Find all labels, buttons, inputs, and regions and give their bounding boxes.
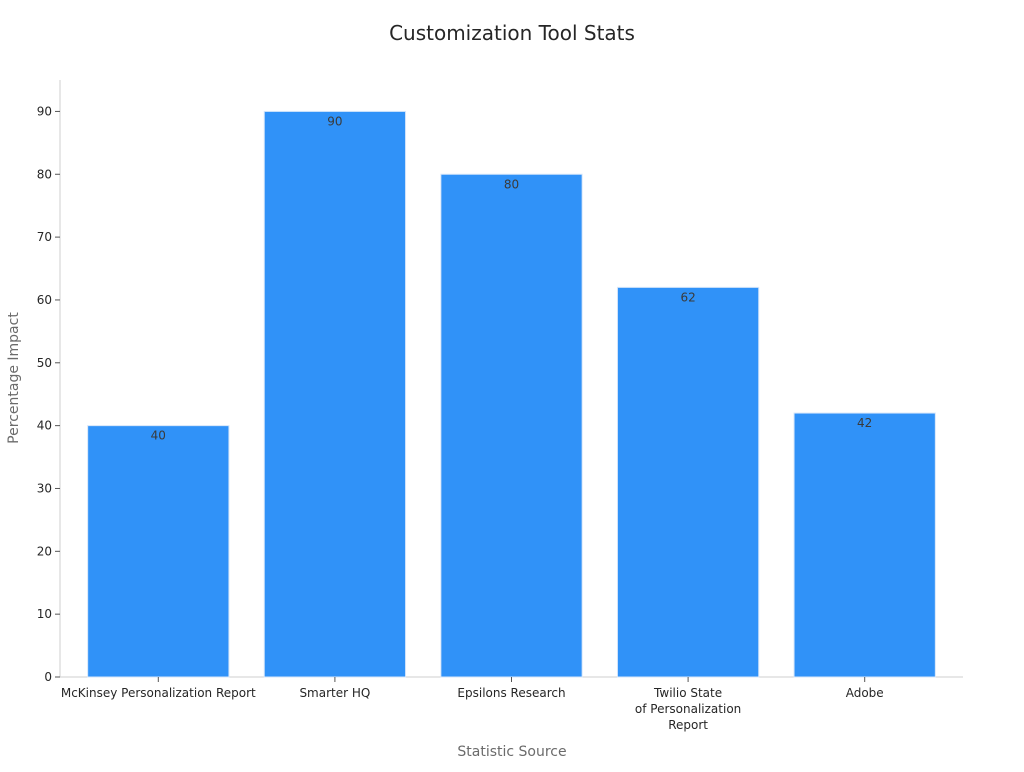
- x-axis-title: Statistic Source: [457, 744, 566, 760]
- data-label: 62: [680, 290, 695, 304]
- data-label: 40: [151, 429, 166, 443]
- y-tick-label: 70: [37, 230, 52, 244]
- y-tick-label: 90: [37, 104, 52, 118]
- x-tick-label: Epsilons Research: [457, 686, 565, 700]
- y-tick-label: 60: [37, 293, 52, 307]
- bar: [616, 286, 760, 678]
- bar: [263, 110, 407, 678]
- x-tick-label: Twilio State of Personalization Report: [635, 686, 741, 732]
- y-axis-title: Percentage Impact: [6, 312, 22, 444]
- y-tick-label: 0: [44, 670, 52, 684]
- y-tick-label: 40: [37, 419, 52, 433]
- bar: [87, 425, 230, 678]
- plot-area: 0 10 20 30 40 50 60 70 80 90 40 McKinsey Personaliz…: [37, 80, 963, 732]
- data-label: 42: [857, 416, 872, 430]
- y-tick-label: 30: [37, 481, 52, 495]
- x-tick-label: Smarter HQ: [299, 686, 370, 700]
- bar: [440, 173, 583, 678]
- data-label: 90: [327, 114, 342, 128]
- y-tick-label: 10: [37, 607, 52, 621]
- x-tick-label: Adobe: [846, 686, 884, 700]
- y-tick-label: 20: [37, 544, 52, 558]
- bar: [793, 412, 936, 678]
- y-tick-label: 80: [37, 167, 52, 181]
- y-tick-label: 50: [37, 356, 52, 370]
- x-tick-label: McKinsey Personalization Report: [61, 686, 256, 700]
- data-label: 80: [504, 177, 519, 191]
- chart-title: Customization Tool Stats: [389, 21, 635, 45]
